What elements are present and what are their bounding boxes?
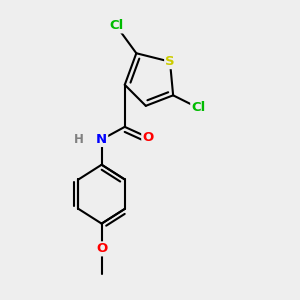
Text: O: O <box>142 131 154 144</box>
Text: O: O <box>96 242 107 255</box>
Text: H: H <box>74 133 84 146</box>
Text: N: N <box>96 133 107 146</box>
Text: Cl: Cl <box>109 20 124 32</box>
Text: Cl: Cl <box>191 101 206 114</box>
Text: S: S <box>165 55 175 68</box>
